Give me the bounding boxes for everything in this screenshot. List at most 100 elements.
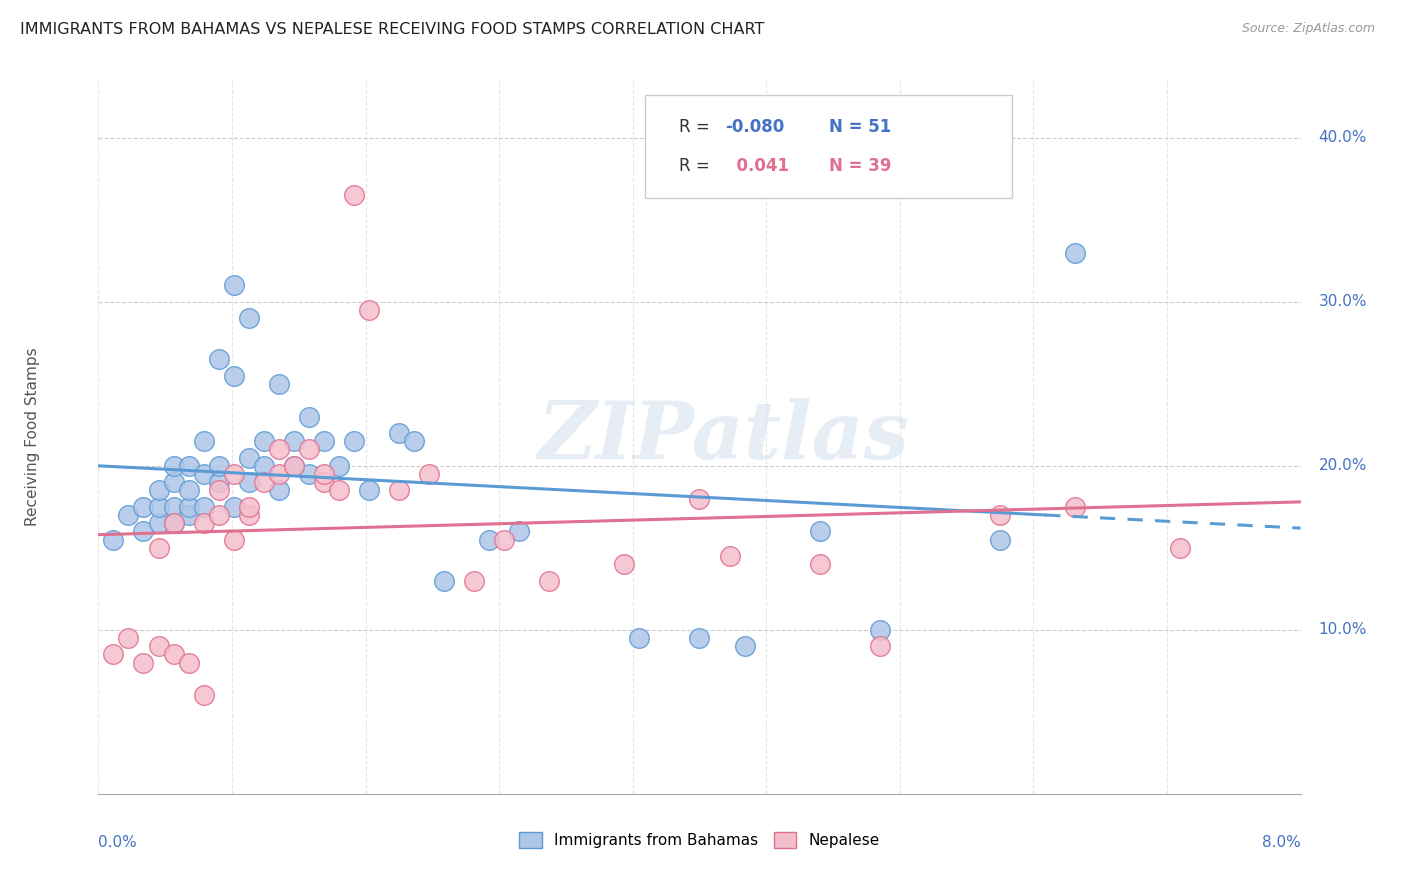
Point bbox=[312, 434, 335, 449]
FancyBboxPatch shape bbox=[645, 95, 1012, 198]
Point bbox=[718, 549, 741, 563]
Point bbox=[402, 434, 425, 449]
Point bbox=[298, 409, 321, 424]
Point bbox=[328, 483, 350, 498]
Point bbox=[267, 467, 290, 481]
Text: Source: ZipAtlas.com: Source: ZipAtlas.com bbox=[1241, 22, 1375, 36]
Point bbox=[267, 442, 290, 457]
Point bbox=[162, 516, 184, 531]
Point bbox=[193, 689, 215, 703]
Point bbox=[222, 533, 245, 547]
Point bbox=[162, 475, 184, 490]
Point bbox=[162, 648, 184, 662]
Point bbox=[312, 475, 335, 490]
Text: 10.0%: 10.0% bbox=[1319, 623, 1367, 638]
Point bbox=[117, 631, 139, 645]
Text: 40.0%: 40.0% bbox=[1319, 130, 1367, 145]
Point bbox=[148, 639, 170, 653]
Point bbox=[343, 434, 366, 449]
Point bbox=[132, 656, 155, 670]
Point bbox=[283, 434, 305, 449]
Point bbox=[298, 467, 321, 481]
Text: N = 51: N = 51 bbox=[830, 118, 891, 136]
Point bbox=[688, 491, 710, 506]
Text: Receiving Food Stamps: Receiving Food Stamps bbox=[25, 348, 39, 526]
Point bbox=[298, 442, 321, 457]
Point bbox=[267, 483, 290, 498]
Point bbox=[283, 458, 305, 473]
Point bbox=[162, 500, 184, 514]
Text: ZIPatlas: ZIPatlas bbox=[537, 399, 910, 475]
Point bbox=[148, 483, 170, 498]
Text: 30.0%: 30.0% bbox=[1319, 294, 1367, 310]
Point bbox=[267, 376, 290, 391]
Point bbox=[208, 458, 231, 473]
Point bbox=[208, 352, 231, 367]
Point bbox=[222, 500, 245, 514]
Point bbox=[328, 458, 350, 473]
Point bbox=[177, 500, 200, 514]
Point bbox=[494, 533, 516, 547]
Point bbox=[177, 483, 200, 498]
Point bbox=[388, 425, 411, 440]
Text: IMMIGRANTS FROM BAHAMAS VS NEPALESE RECEIVING FOOD STAMPS CORRELATION CHART: IMMIGRANTS FROM BAHAMAS VS NEPALESE RECE… bbox=[20, 22, 763, 37]
Point bbox=[208, 508, 231, 522]
Point bbox=[253, 434, 276, 449]
Text: R =: R = bbox=[679, 118, 716, 136]
Point bbox=[538, 574, 561, 588]
Text: 0.0%: 0.0% bbox=[98, 835, 138, 850]
Point bbox=[193, 434, 215, 449]
Point bbox=[1064, 245, 1087, 260]
Point bbox=[117, 508, 139, 522]
Text: N = 39: N = 39 bbox=[830, 157, 891, 175]
Point bbox=[132, 524, 155, 539]
Point bbox=[688, 631, 710, 645]
Point bbox=[238, 500, 260, 514]
Point bbox=[193, 516, 215, 531]
Point bbox=[433, 574, 456, 588]
Point bbox=[238, 311, 260, 326]
Point bbox=[808, 558, 831, 572]
Point bbox=[613, 558, 636, 572]
Point bbox=[988, 508, 1011, 522]
Point bbox=[208, 483, 231, 498]
Point bbox=[148, 541, 170, 555]
Point bbox=[148, 500, 170, 514]
Point bbox=[148, 516, 170, 531]
Point bbox=[222, 278, 245, 293]
Text: 8.0%: 8.0% bbox=[1261, 835, 1301, 850]
Point bbox=[162, 516, 184, 531]
Point bbox=[238, 475, 260, 490]
Text: 0.041: 0.041 bbox=[724, 157, 789, 175]
Point bbox=[283, 458, 305, 473]
Point bbox=[238, 508, 260, 522]
Point bbox=[312, 467, 335, 481]
Point bbox=[193, 500, 215, 514]
Point bbox=[103, 533, 125, 547]
Point bbox=[253, 458, 276, 473]
Point bbox=[177, 458, 200, 473]
Point bbox=[343, 188, 366, 202]
Point bbox=[418, 467, 440, 481]
Point bbox=[869, 623, 891, 637]
Point bbox=[193, 467, 215, 481]
Point bbox=[1064, 500, 1087, 514]
Point bbox=[1168, 541, 1191, 555]
Legend: Immigrants from Bahamas, Nepalese: Immigrants from Bahamas, Nepalese bbox=[513, 826, 886, 854]
Point bbox=[628, 631, 651, 645]
Point bbox=[208, 475, 231, 490]
Point bbox=[734, 639, 756, 653]
Point bbox=[808, 524, 831, 539]
Point bbox=[869, 639, 891, 653]
Point bbox=[357, 302, 380, 317]
Point bbox=[103, 648, 125, 662]
Point bbox=[177, 656, 200, 670]
Point bbox=[388, 483, 411, 498]
Point bbox=[988, 533, 1011, 547]
Point bbox=[463, 574, 485, 588]
Text: R =: R = bbox=[679, 157, 716, 175]
Point bbox=[177, 508, 200, 522]
Point bbox=[357, 483, 380, 498]
Text: -0.080: -0.080 bbox=[724, 118, 785, 136]
Text: 20.0%: 20.0% bbox=[1319, 458, 1367, 474]
